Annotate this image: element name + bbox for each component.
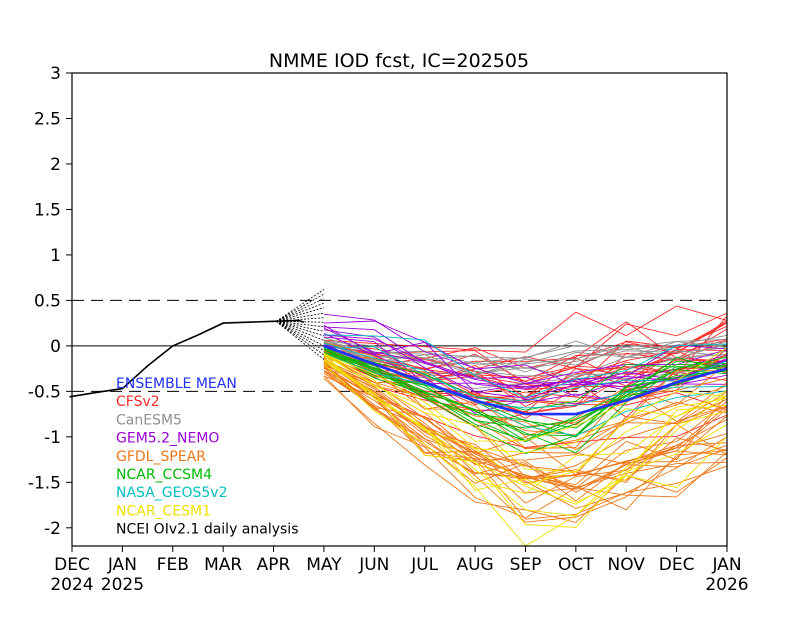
model-member-nasa-geos5v2-0	[323, 346, 728, 402]
x-tick-label: MAY	[306, 555, 342, 575]
fan-line-3	[275, 302, 325, 322]
x-tick-label: NOV	[608, 555, 646, 575]
x-tick-label: OCT	[558, 555, 594, 575]
model-member-ncar-ccsm4-4	[323, 347, 728, 429]
model-member-gfdl-spear-2	[323, 356, 728, 449]
model-member-canesm5-5	[323, 334, 728, 365]
model-ensembles	[323, 305, 728, 547]
model-member-nasa-geos5v2-3	[323, 334, 728, 398]
fan-line-11	[275, 320, 325, 341]
fan-line-8	[276, 320, 324, 328]
y-tick-label: 1	[50, 246, 61, 266]
fan-line-14	[275, 320, 325, 356]
x-tick-label: JAN	[711, 555, 741, 575]
x-tick-label: JUL	[410, 555, 438, 575]
fan-line-10	[275, 320, 325, 337]
model-member-gfdl-spear-27	[323, 363, 728, 486]
fan-line-2	[275, 298, 325, 322]
observed-line	[69, 319, 305, 398]
y-tick-label: 1.5	[34, 200, 61, 220]
x-tick-label: APR	[257, 555, 291, 575]
x-axis: DEC JAN FEB MAR APR MAY JUN JUL AUG SEP OCT NOV DEC J…	[50, 546, 749, 595]
legend-entry: NCEI OIv2.1 daily analysis	[116, 522, 299, 538]
y-axis: 3 2.5 2 1.5 1 0.5 0 -0.5 -1 -1.5 -2	[28, 64, 72, 539]
model-member-gfdl-spear-23	[323, 371, 728, 489]
x-tick-label: MAR	[204, 555, 242, 575]
x-tick-label: JUN	[358, 555, 389, 575]
model-member-cfsv2-1	[323, 338, 728, 401]
x-tick-label: AUG	[456, 555, 493, 575]
y-tick-label: -2	[44, 519, 61, 539]
y-tick-label: -0.5	[28, 382, 61, 402]
legend-entry: ENSEMBLE MEAN	[116, 376, 237, 392]
model-member-ncar-cesm1-8	[323, 358, 728, 528]
x-tick-label: SEP	[510, 555, 542, 575]
fan-line-9	[275, 320, 325, 332]
fan-line-0	[275, 289, 325, 322]
model-member-ncar-ccsm4-7	[323, 347, 728, 438]
x-tick-label: DEC	[54, 555, 90, 575]
model-member-gfdl-spear-17	[323, 341, 728, 403]
y-tick-label: 0	[50, 337, 61, 357]
model-member-gem5-2-nemo-9	[323, 344, 728, 404]
model-member-ncar-ccsm4-2	[323, 353, 728, 443]
fan-line-12	[275, 320, 325, 347]
model-member-gfdl-spear-29	[323, 366, 728, 502]
model-member-ncar-cesm1-5	[323, 355, 728, 503]
model-member-ncar-cesm1-7	[323, 361, 728, 517]
model-member-ncar-cesm1-1	[323, 352, 728, 486]
legend-entry: CFSv2	[116, 394, 160, 410]
model-member-cfsv2-4	[323, 357, 728, 448]
x-year-label: 2026	[705, 575, 748, 595]
y-tick-label: 2	[50, 155, 61, 175]
x-tick-label: FEB	[157, 555, 189, 575]
legend-entry: NASA_GEOS5v2	[116, 485, 227, 501]
model-member-canesm5-8	[323, 342, 728, 375]
y-tick-label: 2.5	[34, 109, 61, 129]
y-tick-label: 0.5	[34, 291, 61, 311]
model-member-canesm5-9	[323, 346, 728, 378]
model-member-ncar-cesm1-3	[323, 354, 728, 473]
model-member-gem5-2-nemo-1	[323, 320, 728, 386]
model-member-cfsv2-10	[323, 350, 728, 426]
legend-entry: GFDL_SPEAR	[116, 449, 206, 465]
fan-line-15	[275, 321, 325, 360]
ensemble-mean-series	[323, 344, 728, 416]
legend-entry: NCAR_CESM1	[116, 503, 211, 519]
plot-border	[71, 72, 728, 547]
x-year-label: 2024	[50, 575, 93, 595]
x-tick-label: JAN	[107, 555, 137, 575]
model-member-gem5-2-nemo-7	[323, 329, 728, 399]
fan-line-4	[275, 307, 325, 322]
x-tick-label: DEC	[659, 555, 695, 575]
legend-entry: GEM5.2_NEMO	[116, 431, 219, 447]
model-member-gem5-2-nemo-8	[323, 313, 728, 384]
observed-series	[69, 319, 305, 398]
y-tick-label: 3	[50, 64, 61, 84]
fan-line-13	[275, 320, 325, 351]
y-tick-label: -1	[44, 428, 61, 448]
fan-line-5	[275, 312, 324, 322]
legend-entry: CanESM5	[116, 412, 182, 428]
x-year-label: 2025	[101, 575, 144, 595]
model-member-nasa-geos5v2-2	[323, 353, 728, 437]
model-member-gfdl-spear-25	[323, 354, 728, 451]
ensemble-mean-line	[323, 344, 728, 416]
model-member-gfdl-spear-3	[323, 365, 728, 504]
legend-entry: NCAR_CCSM4	[116, 467, 212, 483]
legend: ENSEMBLE MEAN CFSv2 CanESM5 GEM5.2_NEMO GFDL…	[116, 376, 299, 538]
fan-line-1	[275, 293, 325, 322]
model-member-canesm5-0	[323, 343, 728, 369]
plot-frame	[71, 72, 728, 547]
y-tick-label: -1.5	[28, 473, 61, 493]
model-member-cfsv2-8	[323, 305, 728, 353]
model-member-ncar-ccsm4-0	[323, 346, 728, 411]
chart-title: NMME IOD fcst, IC=202505	[269, 50, 529, 72]
model-member-gfdl-spear-8	[323, 375, 728, 519]
model-member-ncar-cesm1-2	[323, 352, 728, 454]
